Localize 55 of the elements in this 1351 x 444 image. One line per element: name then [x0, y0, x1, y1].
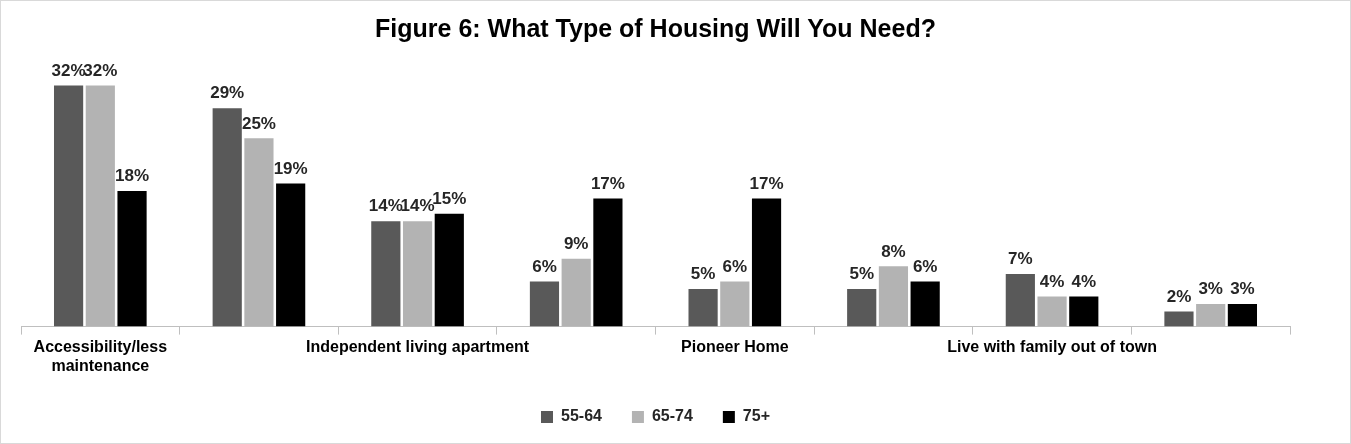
bar [434, 213, 464, 327]
x-tick-label: Accessibility/less maintenance [33, 337, 168, 374]
bar [371, 221, 401, 327]
bar [212, 108, 242, 327]
data-label: 3% [1198, 279, 1223, 299]
bar [53, 85, 84, 327]
data-label: 32% [83, 60, 118, 80]
bar [276, 183, 306, 327]
bar [117, 191, 147, 327]
data-label: 7% [1008, 249, 1033, 269]
data-label: 2% [1166, 286, 1192, 306]
data-label: 18% [115, 166, 150, 186]
bar [529, 281, 560, 327]
data-label: 6% [532, 256, 557, 276]
data-label: 29% [210, 83, 245, 103]
legend-label: 65-74 [651, 407, 693, 425]
legend-label: 75+ [742, 407, 770, 425]
data-label: 9% [563, 234, 589, 253]
data-label: 14% [368, 196, 403, 216]
x-tick-label: Independent living apartment [305, 337, 530, 355]
data-label: 5% [690, 264, 716, 284]
chart-title: Figure 6: What Type of Housing Will You Need? [375, 13, 936, 42]
data-label: 4% [1039, 271, 1065, 291]
bar [847, 288, 877, 327]
legend-label: 55-64 [561, 407, 603, 425]
bar [561, 258, 591, 327]
data-label: 3% [1230, 279, 1255, 299]
x-tick-label: Pioneer Home [681, 337, 789, 355]
bar [1164, 311, 1194, 327]
bar [1069, 296, 1099, 327]
bar [85, 85, 115, 327]
bar [1005, 273, 1035, 327]
data-label: 14% [400, 196, 435, 216]
data-label: 8% [881, 241, 906, 261]
bar [402, 221, 433, 327]
bar [1037, 296, 1067, 327]
data-label: 5% [849, 264, 874, 284]
bar [720, 281, 750, 327]
bar [1227, 304, 1258, 327]
data-label: 17% [590, 173, 625, 193]
data-label: 6% [912, 256, 938, 276]
bar [751, 198, 782, 327]
bar [244, 138, 274, 327]
bar [878, 266, 909, 327]
data-label: 4% [1071, 271, 1097, 291]
data-label: 32% [51, 60, 86, 80]
bar [688, 288, 718, 327]
x-tick-label: Live with family out of town [947, 337, 1157, 355]
data-label: 17% [749, 173, 784, 193]
data-label: 6% [722, 256, 748, 276]
data-label: 19% [273, 158, 308, 178]
data-label: 25% [241, 113, 276, 133]
bar [910, 281, 940, 327]
bar [1196, 304, 1226, 327]
bar [593, 198, 623, 327]
